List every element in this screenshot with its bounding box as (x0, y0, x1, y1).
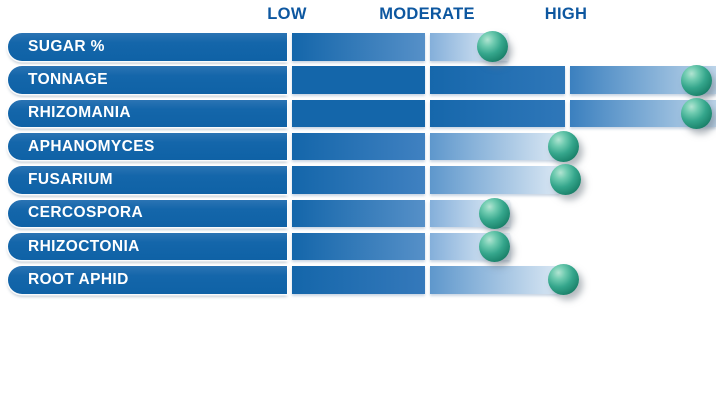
rating-bar-segment (430, 166, 560, 194)
rating-bar-segment (430, 99, 565, 128)
rating-ball (549, 164, 581, 196)
rating-ball (547, 131, 579, 163)
trait-row: APHANOMYCES (0, 131, 716, 163)
rating-ball (478, 197, 510, 229)
rating-bar-segment (292, 166, 425, 194)
trait-label: FUSARIUM (28, 170, 113, 188)
rating-ball (680, 97, 712, 129)
trait-label-pill: FUSARIUM (8, 166, 287, 194)
trait-label: TONNAGE (28, 71, 109, 89)
rating-bar-segment (292, 99, 425, 128)
trait-label-pill: SUGAR % (8, 33, 287, 61)
rating-bar-segment (292, 132, 425, 161)
trait-row: ROOT APHID (0, 264, 716, 296)
scale-header-moderate: MODERATE (379, 5, 475, 23)
trait-label: ROOT APHID (28, 270, 129, 288)
trait-row: RHIZOMANIA (0, 97, 716, 129)
rating-bar-segment (430, 266, 560, 294)
trait-label-pill: TONNAGE (8, 66, 287, 94)
trait-label: SUGAR % (28, 37, 105, 55)
trait-label: RHIZOMANIA (28, 104, 132, 122)
rating-bar-segment (292, 33, 425, 61)
trait-label: APHANOMYCES (28, 137, 155, 155)
trait-row: RHIZOCTONIA (0, 231, 716, 263)
rating-bar-segment (430, 132, 560, 161)
rating-bar-segment (292, 266, 425, 294)
trait-row: TONNAGE (0, 64, 716, 96)
rating-bar-segment (292, 232, 425, 261)
rating-bar-segment (430, 66, 565, 94)
trait-row: CERCOSPORA (0, 197, 716, 229)
rating-ball (680, 64, 712, 96)
trait-row: SUGAR % (0, 31, 716, 63)
trait-row: FUSARIUM (0, 164, 716, 196)
rating-ball (478, 231, 510, 263)
trait-label-pill: APHANOMYCES (8, 132, 287, 161)
trait-label: CERCOSPORA (28, 204, 144, 222)
trait-label: RHIZOCTONIA (28, 237, 140, 255)
trait-label-pill: ROOT APHID (8, 266, 287, 294)
trait-label-pill: RHIZOCTONIA (8, 232, 287, 261)
trait-label-pill: CERCOSPORA (8, 199, 287, 227)
rating-bar-segment (292, 199, 425, 227)
rating-bar-segment (292, 66, 425, 94)
rating-ball (476, 31, 508, 63)
scale-header-low: LOW (267, 5, 307, 23)
scale-header-high: HIGH (544, 5, 588, 23)
trait-label-pill: RHIZOMANIA (8, 99, 287, 128)
rating-ball (547, 264, 579, 296)
